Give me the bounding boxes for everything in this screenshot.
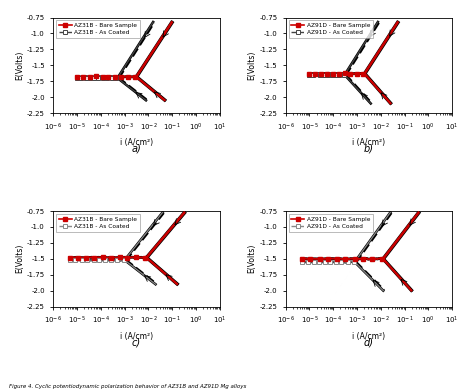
Text: d): d)	[364, 337, 374, 347]
X-axis label: i (A/cm²): i (A/cm²)	[352, 138, 385, 147]
Text: a): a)	[132, 143, 141, 154]
Legend: AZ31B - Bare Sample, AZ31B - As Coated: AZ31B - Bare Sample, AZ31B - As Coated	[56, 20, 140, 38]
X-axis label: i (A/cm²): i (A/cm²)	[120, 332, 153, 341]
X-axis label: i (A/cm²): i (A/cm²)	[352, 332, 385, 341]
Text: c): c)	[132, 337, 141, 347]
Y-axis label: E(Volts): E(Volts)	[15, 50, 24, 80]
Y-axis label: E(Volts): E(Volts)	[247, 50, 256, 80]
Legend: AZ91D - Bare Sample, AZ91D - As Coated: AZ91D - Bare Sample, AZ91D - As Coated	[289, 20, 373, 38]
Y-axis label: E(Volts): E(Volts)	[15, 244, 24, 273]
Text: b): b)	[364, 143, 374, 154]
Legend: AZ31B - Bare Sample, AZ31B - As Coated: AZ31B - Bare Sample, AZ31B - As Coated	[56, 214, 140, 232]
X-axis label: i (A/cm²): i (A/cm²)	[120, 138, 153, 147]
Y-axis label: E(Volts): E(Volts)	[247, 244, 256, 273]
Legend: AZ91D - Bare Sample, AZ91D - As Coated: AZ91D - Bare Sample, AZ91D - As Coated	[289, 214, 373, 232]
Text: Figure 4. Cyclic potentiodynamic polarization behavior of AZ31B and AZ91D Mg all: Figure 4. Cyclic potentiodynamic polariz…	[9, 384, 247, 389]
